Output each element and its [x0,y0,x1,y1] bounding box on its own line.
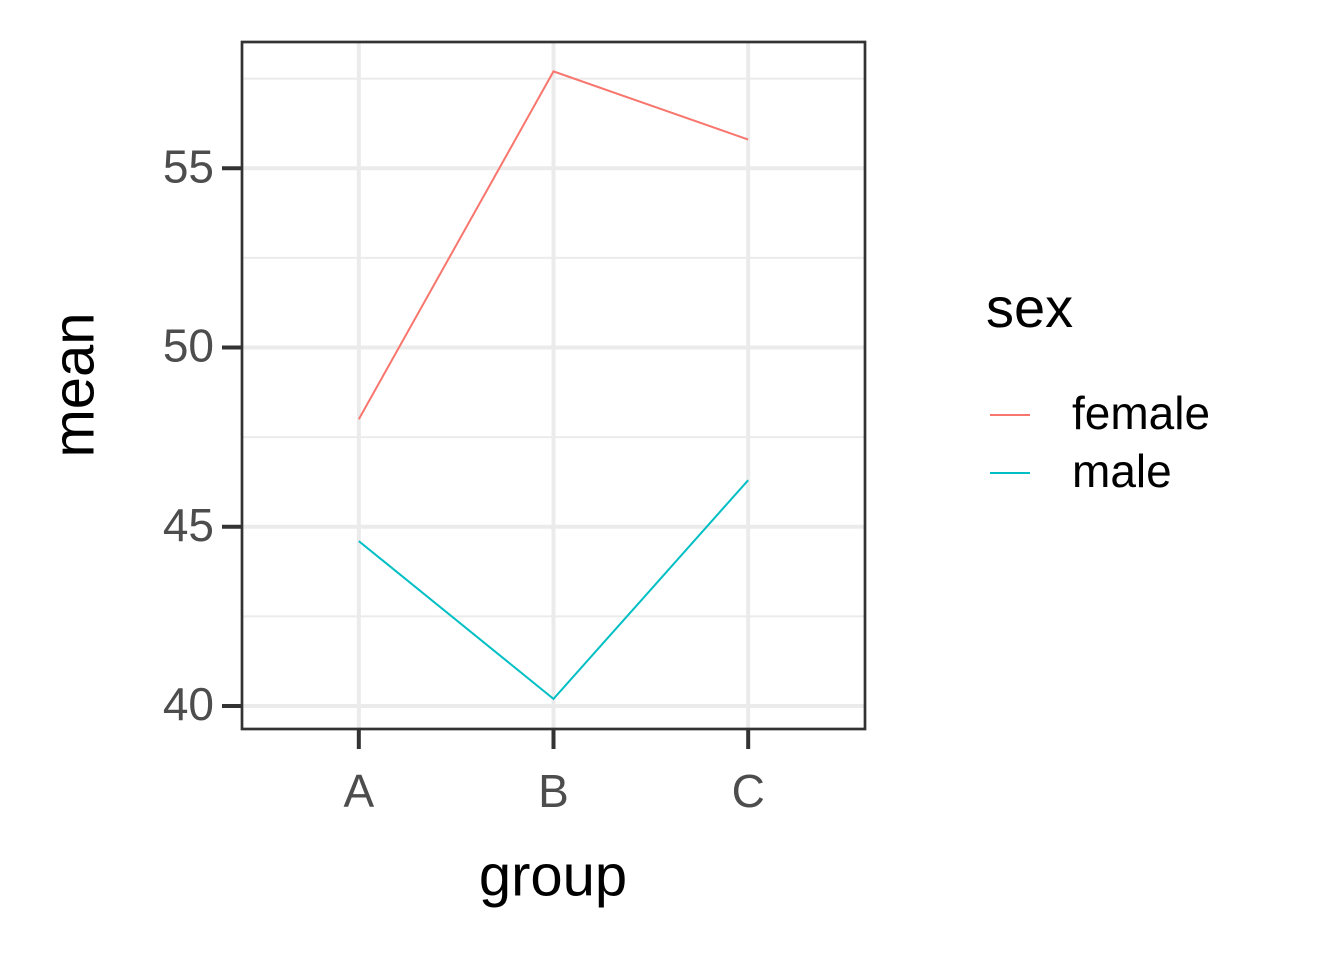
x-tick-label: C [732,765,765,817]
panel-border [240,40,867,731]
legend-label: male [1072,445,1172,497]
legend-label: female [1072,387,1210,439]
x-tick-label: A [343,765,374,817]
x-axis-title: group [479,843,627,908]
legend-title: sex [986,276,1073,339]
y-tick-label: 45 [163,499,214,551]
y-axis-title: mean [41,312,106,457]
y-tick-label: 50 [163,320,214,372]
y-tick-label: 40 [163,678,214,730]
line [357,70,749,420]
x-tick-label: B [538,765,569,817]
y-tick-label: 55 [163,140,214,192]
line [358,479,749,701]
